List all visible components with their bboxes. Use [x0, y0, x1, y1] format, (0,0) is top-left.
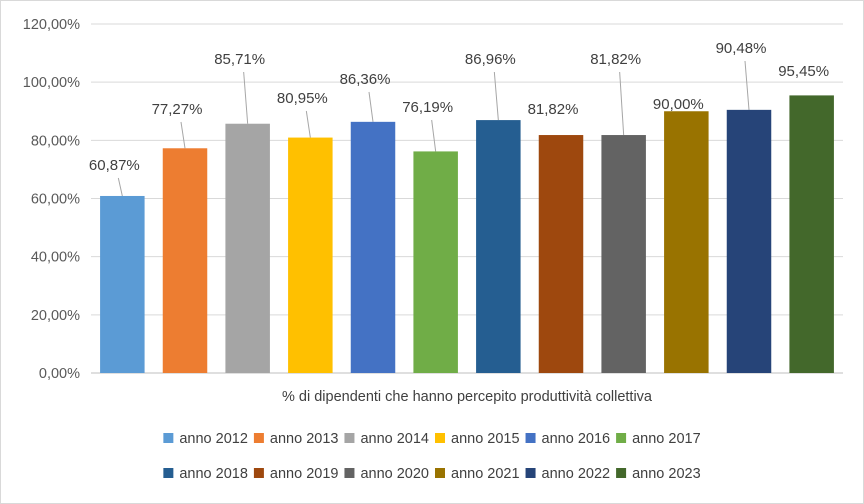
- bar-anno-2016: [350, 121, 396, 373]
- data-label: 86,36%: [340, 71, 391, 88]
- bar-anno-2013: [162, 148, 208, 373]
- bars: [100, 95, 834, 374]
- data-labels: 60,87% 77,27% 85,71% 80,95% 86,36% 76,19% 86,9…: [89, 40, 829, 174]
- bar-anno-2015: [288, 137, 333, 373]
- gridlines: [91, 23, 843, 374]
- data-label: 81,82%: [590, 51, 641, 68]
- legend-swatch: [435, 468, 445, 478]
- legend-item: anno 2020: [360, 466, 429, 482]
- legend-item: anno 2022: [542, 466, 611, 482]
- legend-swatch: [525, 433, 536, 443]
- bar-anno-2021: [664, 111, 709, 373]
- data-label: 90,00%: [653, 96, 704, 113]
- bar-anno-2023: [789, 95, 834, 373]
- legend-item: anno 2015: [451, 431, 520, 447]
- legend-item: anno 2021: [451, 466, 520, 482]
- bar-anno-2012: [100, 195, 145, 373]
- leader-line: [744, 60, 750, 110]
- legend-item: anno 2019: [270, 466, 339, 482]
- legend-swatch: [616, 433, 627, 443]
- data-label: 86,96%: [465, 51, 516, 68]
- bar-anno-2019: [538, 135, 584, 373]
- bar-anno-2022: [726, 109, 772, 373]
- legend-swatch: [253, 468, 264, 478]
- legend-swatch: [525, 468, 536, 478]
- data-label: 85,71%: [214, 51, 265, 68]
- leader-line: [117, 177, 123, 197]
- leader-line: [243, 71, 249, 124]
- y-tick-label: 0,00%: [39, 366, 80, 382]
- legend-item: anno 2016: [542, 431, 611, 447]
- x-axis-label: % di dipendenti che hanno percepito prod…: [282, 389, 653, 405]
- legend-item: anno 2014: [360, 431, 429, 447]
- y-axis: 0,00% 20,00% 40,00% 60,00% 80,00% 100,00% 120,…: [23, 17, 80, 382]
- legend-swatch: [435, 433, 445, 443]
- leader-line: [368, 91, 374, 122]
- data-label: 90,48%: [716, 40, 767, 57]
- data-label: 76,19%: [402, 99, 453, 116]
- legend-item: anno 2012: [179, 431, 248, 447]
- y-tick-label: 100,00%: [23, 75, 80, 91]
- bar-anno-2017: [413, 151, 458, 373]
- y-tick-label: 20,00%: [31, 308, 80, 324]
- data-label: 60,87%: [89, 157, 140, 174]
- legend-swatch: [616, 468, 627, 478]
- legend-item: anno 2018: [179, 466, 248, 482]
- bar-anno-2014: [225, 123, 270, 374]
- leader-line: [493, 71, 499, 121]
- y-tick-label: 40,00%: [31, 250, 80, 266]
- leader-line: [305, 110, 311, 138]
- leader-lines: [117, 60, 750, 197]
- data-label: 80,95%: [277, 90, 328, 107]
- legend-swatch: [163, 468, 174, 478]
- legend-item: anno 2023: [632, 466, 701, 482]
- y-tick-label: 80,00%: [31, 133, 80, 149]
- leader-line: [431, 119, 437, 152]
- legend-swatch: [253, 433, 264, 443]
- legend-swatch: [344, 468, 355, 478]
- legend-swatch: [163, 433, 174, 443]
- legend: anno 2012 anno 2013 anno 2014 anno 2015 anno…: [163, 431, 701, 482]
- data-label: 81,82%: [528, 101, 579, 118]
- bar-anno-2020: [601, 135, 646, 373]
- y-tick-label: 120,00%: [23, 17, 80, 33]
- leader-line: [180, 121, 186, 149]
- data-label: 77,27%: [152, 101, 203, 118]
- y-tick-label: 60,00%: [31, 192, 80, 208]
- leader-line: [619, 71, 625, 136]
- data-label: 95,45%: [778, 63, 829, 80]
- legend-item: anno 2017: [632, 431, 701, 447]
- legend-swatch: [344, 433, 355, 443]
- legend-item: anno 2013: [270, 431, 339, 447]
- bar-anno-2018: [476, 120, 521, 373]
